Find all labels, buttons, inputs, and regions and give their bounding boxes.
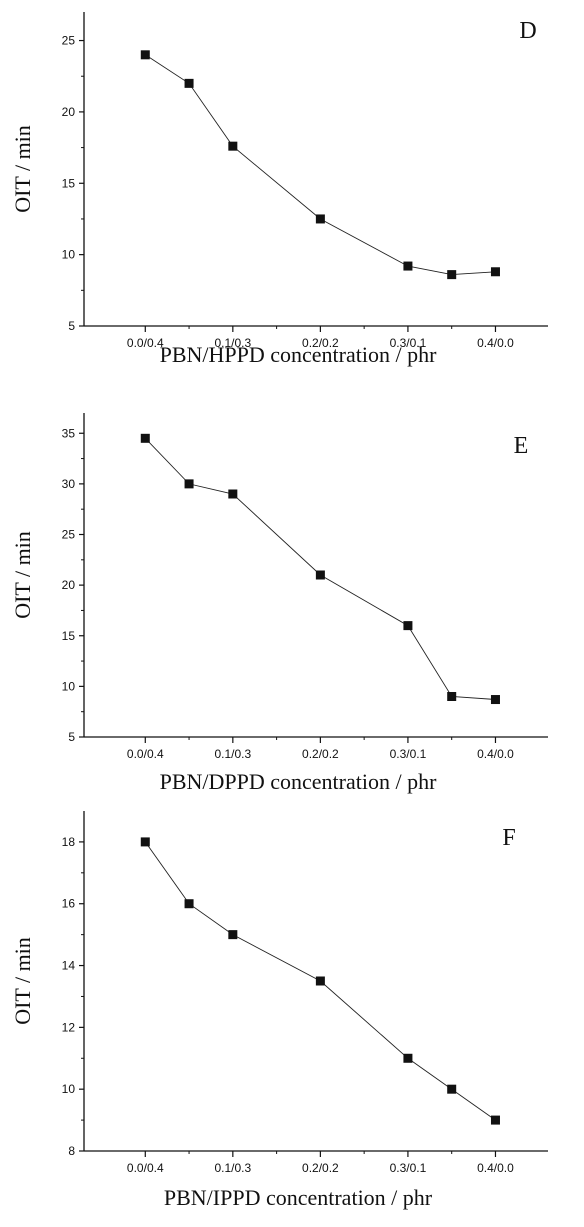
x-tick-label: 0.4/0.0	[477, 1161, 514, 1175]
y-tick-label: 15	[62, 629, 76, 643]
data-point	[315, 976, 325, 986]
x-axis-title: PBN/DPPD concentration / phr	[160, 769, 437, 794]
data-point	[447, 270, 457, 280]
data-point	[228, 489, 238, 499]
y-tick-label: 10	[62, 1082, 76, 1096]
y-tick-label: 18	[62, 835, 76, 849]
y-tick-label: 8	[68, 1144, 75, 1158]
chart-panel-d: 5 10 15 20 25 0.0/0.4 0.1/0.3 0.2/0.2 0.3/0.1 0.4…	[10, 12, 548, 367]
x-tick-label: 0.4/0.0	[477, 336, 514, 350]
data-point	[403, 1053, 413, 1063]
x-tick-label: 0.4/0.0	[477, 747, 514, 761]
y-axis-title: OIT / min	[10, 937, 35, 1025]
x-tick-label: 0.3/0.1	[390, 747, 427, 761]
chart-panel-e: 5 10 15 20 25 30 35 0.0/0.4 0.1/0.3 0.2/0.2 0.3/0.…	[10, 413, 548, 794]
y-tick-label: 14	[62, 959, 76, 973]
x-tick-label: 0.2/0.2	[302, 336, 339, 350]
data-point	[184, 78, 194, 88]
data-point	[228, 141, 238, 151]
y-tick-label: 5	[68, 730, 75, 744]
data-point	[140, 837, 150, 847]
x-tick-label: 0.2/0.2	[302, 747, 339, 761]
chart-panel-f: 8 10 12 14 16 18 0.0/0.4 0.1/0.3 0.2/0.2 0.3/0.1 0…	[10, 811, 548, 1210]
x-axis-title: PBN/IPPD concentration / phr	[164, 1185, 433, 1210]
y-tick-label: 20	[62, 105, 76, 119]
y-tick-label: 5	[68, 319, 75, 333]
data-point	[403, 261, 413, 271]
y-axis-title: OIT / min	[10, 125, 35, 213]
series-line	[144, 437, 496, 700]
panel-label: E	[514, 433, 529, 459]
data-point	[447, 1084, 457, 1094]
x-tick-label: 0.0/0.4	[127, 747, 164, 761]
data-point	[315, 214, 325, 224]
x-tick-label: 0.0/0.4	[127, 336, 164, 350]
y-tick-label: 10	[62, 248, 76, 262]
data-point	[184, 479, 194, 489]
y-tick-label: 15	[62, 176, 76, 190]
x-axis-title: PBN/HPPD concentration / phr	[160, 342, 437, 367]
y-tick-label: 25	[62, 528, 76, 542]
data-point	[403, 621, 413, 631]
data-point	[140, 433, 150, 443]
x-tick-label: 0.3/0.1	[390, 1161, 427, 1175]
data-point	[490, 695, 500, 705]
y-tick-label: 30	[62, 477, 76, 491]
y-tick-label: 12	[62, 1020, 76, 1034]
x-tick-label: 0.0/0.4	[127, 1161, 164, 1175]
y-tick-label: 16	[62, 897, 76, 911]
y-tick-label: 25	[62, 34, 76, 48]
x-tick-label: 0.3/0.1	[390, 336, 427, 350]
x-tick-label: 0.1/0.3	[214, 747, 251, 761]
y-tick-label: 35	[62, 426, 76, 440]
x-tick-label: 0.1/0.3	[214, 336, 251, 350]
data-point	[184, 899, 194, 909]
panel-label: D	[519, 18, 536, 44]
series-line	[145, 54, 496, 276]
data-point	[490, 267, 500, 277]
data-point	[490, 1115, 500, 1125]
data-point	[315, 570, 325, 580]
y-tick-label: 20	[62, 578, 76, 592]
y-axis-title: OIT / min	[10, 531, 35, 619]
y-tick-label: 10	[62, 679, 76, 693]
x-tick-label: 0.2/0.2	[302, 1161, 339, 1175]
panel-label: F	[502, 825, 515, 851]
data-point	[447, 692, 457, 701]
x-tick-label: 0.1/0.3	[214, 1161, 251, 1175]
data-point	[228, 930, 238, 940]
data-point	[140, 50, 150, 60]
